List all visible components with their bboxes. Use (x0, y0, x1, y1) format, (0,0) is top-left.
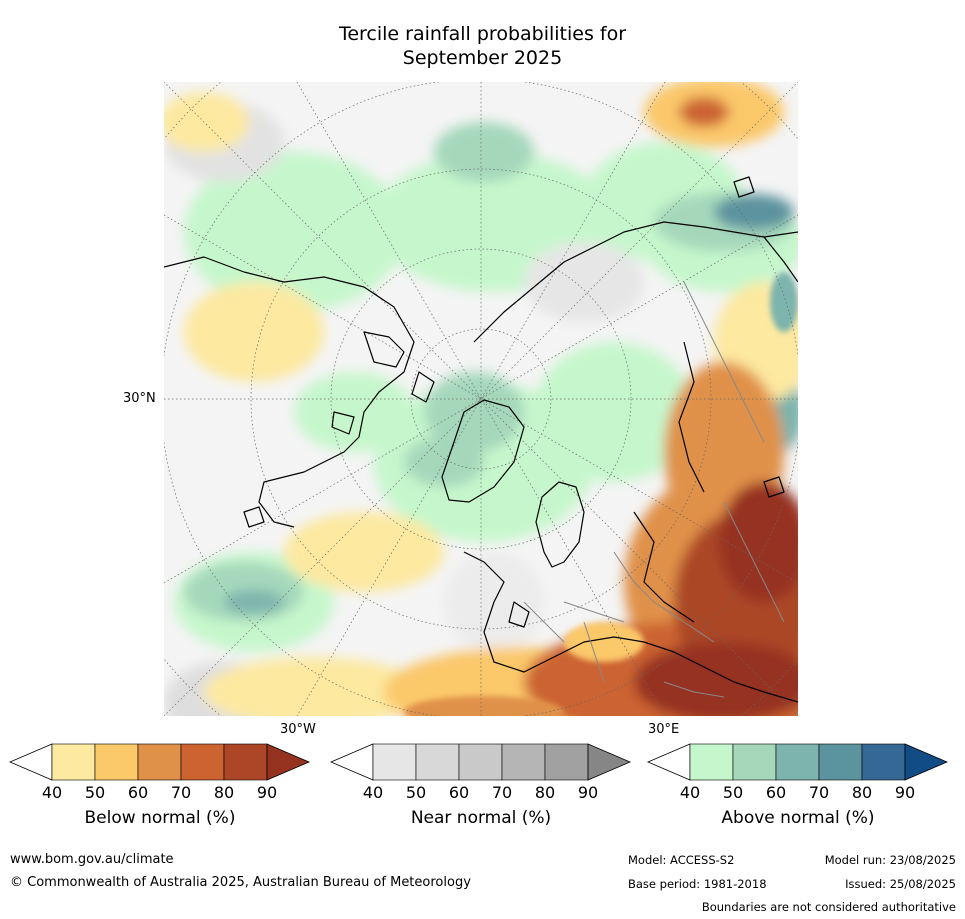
colorbar-tick-label: 40 (41, 783, 63, 802)
colorbar-segment (689, 743, 734, 781)
footer-disclaimer: Boundaries are not considered authoritat… (701, 900, 956, 914)
probability-shading (164, 82, 798, 716)
latitude-label: 30°N (123, 391, 156, 406)
colorbar-above-title: Above normal (%) (721, 808, 875, 828)
colorbar-below-normal (8, 743, 311, 781)
colorbar-segment (137, 743, 182, 781)
longitude-label-west: 30°W (280, 722, 316, 737)
colorbar-near-normal (329, 743, 632, 781)
colorbar-tick-label: 90 (577, 783, 599, 802)
footer-url: www.bom.gov.au/climate (10, 852, 174, 867)
colorbar-below-title: Below normal (%) (84, 808, 236, 828)
colorbar-segment (775, 743, 820, 781)
colorbar-segment (415, 743, 460, 781)
colorbar-min-arrow (8, 743, 53, 781)
colorbar-segment (861, 743, 906, 781)
colorbar-segment (501, 743, 546, 781)
colorbar-min-arrow (329, 743, 374, 781)
colorbar-tick-label: 60 (448, 783, 470, 802)
footer-model: Model: ACCESS-S2 (628, 853, 735, 867)
colorbar-segment (223, 743, 268, 781)
colorbar-tick-label: 90 (256, 783, 278, 802)
colorbar-near-title: Near normal (%) (410, 808, 552, 828)
colorbar-tick-label: 70 (170, 783, 192, 802)
footer-base-period: Base period: 1981-2018 (628, 877, 767, 891)
colorbar-tick-label: 50 (405, 783, 427, 802)
polar-probability-map (164, 82, 798, 716)
colorbar-segment (544, 743, 589, 781)
colorbar-max-arrow (904, 743, 949, 781)
colorbar-segment (51, 743, 96, 781)
colorbar-segment (180, 743, 225, 781)
colorbar-tick-label: 80 (213, 783, 235, 802)
colorbar-tick-label: 80 (534, 783, 556, 802)
longitude-label-east: 30°E (648, 722, 680, 737)
coastlines (164, 176, 798, 703)
footer-issued: Issued: 25/08/2025 (845, 877, 956, 891)
colorbar-tick-label: 90 (894, 783, 916, 802)
colorbar-tick-label: 60 (127, 783, 149, 802)
colorbar-tick-label: 60 (765, 783, 787, 802)
colorbar-tick-label: 70 (491, 783, 513, 802)
country-boundaries (523, 281, 785, 698)
colorbar-segment (372, 743, 417, 781)
colorbar-segment (732, 743, 777, 781)
colorbar-tick-label: 40 (362, 783, 384, 802)
colorbar-segment (94, 743, 139, 781)
colorbar-min-arrow (646, 743, 691, 781)
colorbar-above-normal (646, 743, 949, 781)
colorbar-tick-label: 50 (722, 783, 744, 802)
map-title-line2: September 2025 (402, 47, 563, 69)
footer-model-run: Model run: 23/08/2025 (824, 853, 956, 867)
graticule (164, 82, 798, 716)
colorbar-tick-label: 40 (679, 783, 701, 802)
colorbar-segment (818, 743, 863, 781)
map-title-line1: Tercile rainfall probabilities for (338, 23, 627, 45)
colorbar-segment (458, 743, 503, 781)
colorbar-tick-label: 50 (84, 783, 106, 802)
colorbar-tick-label: 70 (808, 783, 830, 802)
colorbar-tick-label: 80 (851, 783, 873, 802)
colorbar-max-arrow (587, 743, 632, 781)
footer-copyright: © Commonwealth of Australia 2025, Austra… (10, 875, 471, 890)
colorbar-max-arrow (266, 743, 311, 781)
